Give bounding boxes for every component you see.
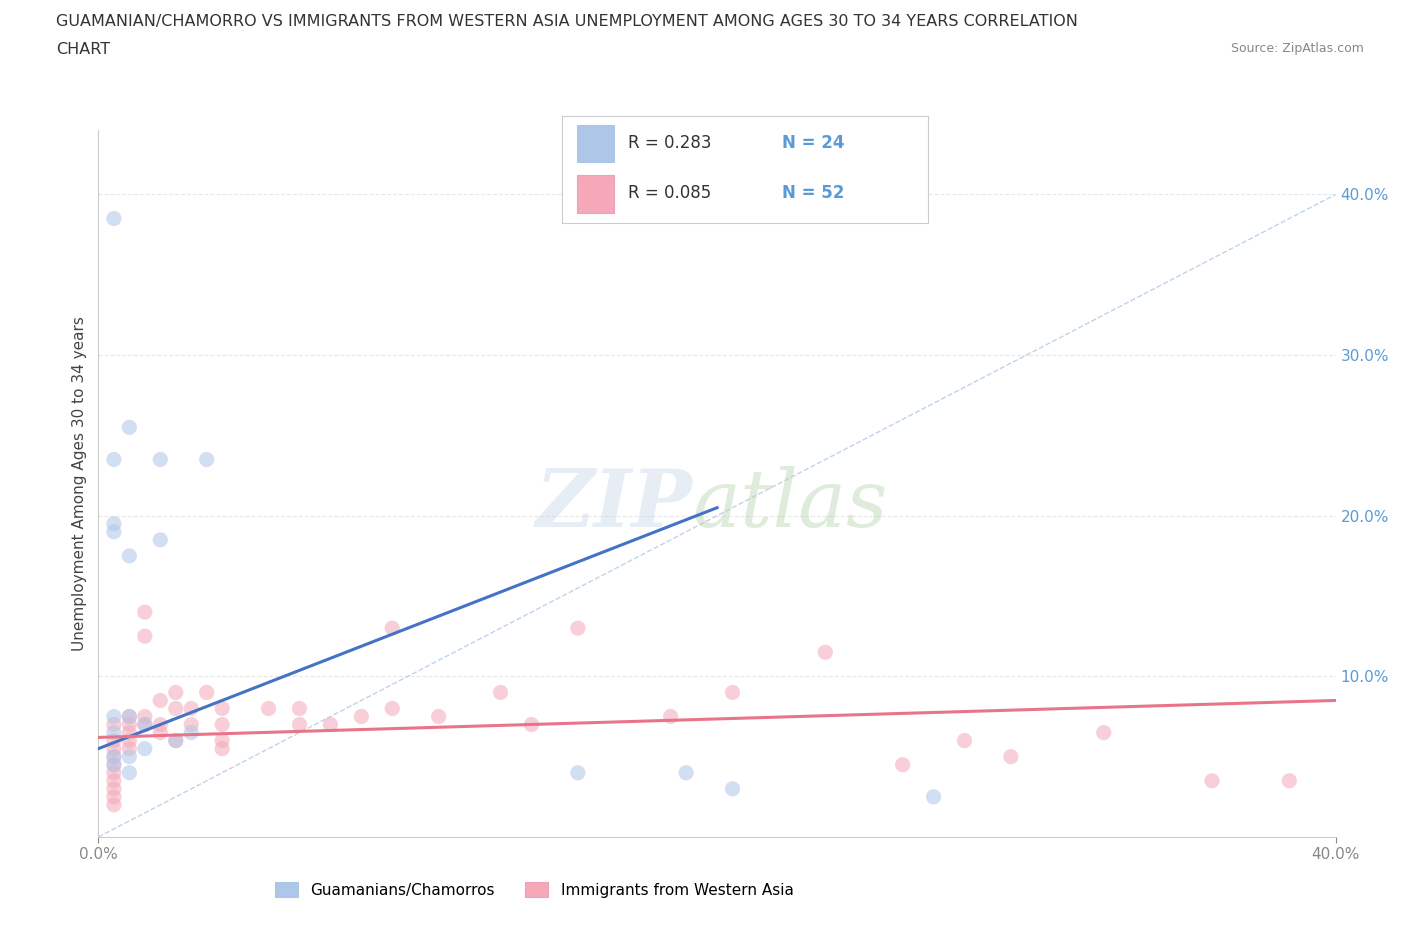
Point <box>350 709 373 724</box>
Point <box>489 685 512 700</box>
Point <box>814 644 837 659</box>
Point <box>134 709 156 724</box>
Point <box>118 750 141 764</box>
Point <box>134 741 156 756</box>
Point <box>149 452 172 467</box>
Point <box>134 604 156 619</box>
Point <box>195 685 218 700</box>
Point <box>1092 725 1115 740</box>
Point <box>180 717 202 732</box>
Point <box>180 701 202 716</box>
Point <box>103 797 125 812</box>
Point <box>922 790 945 804</box>
Text: R = 0.085: R = 0.085 <box>628 184 711 202</box>
Point <box>103 750 125 764</box>
Point <box>103 765 125 780</box>
Point <box>319 717 342 732</box>
Text: GUAMANIAN/CHAMORRO VS IMMIGRANTS FROM WESTERN ASIA UNEMPLOYMENT AMONG AGES 30 TO: GUAMANIAN/CHAMORRO VS IMMIGRANTS FROM WE… <box>56 14 1078 29</box>
Point <box>567 620 589 635</box>
Point <box>118 549 141 564</box>
Point <box>211 733 233 748</box>
Point <box>165 685 187 700</box>
Point <box>165 733 187 748</box>
Point <box>721 781 744 796</box>
Point <box>103 211 125 226</box>
Point <box>211 701 233 716</box>
Y-axis label: Unemployment Among Ages 30 to 34 years: Unemployment Among Ages 30 to 34 years <box>72 316 87 651</box>
Point <box>118 765 141 780</box>
Point <box>103 452 125 467</box>
Point <box>118 725 141 740</box>
Point <box>381 701 404 716</box>
Point <box>103 741 125 756</box>
Point <box>211 741 233 756</box>
Point <box>103 516 125 531</box>
Point <box>134 629 156 644</box>
Point <box>118 741 141 756</box>
Point <box>567 765 589 780</box>
Text: CHART: CHART <box>56 42 110 57</box>
FancyBboxPatch shape <box>576 175 613 213</box>
Point <box>118 717 141 732</box>
Point <box>118 709 141 724</box>
Point <box>891 757 914 772</box>
Point <box>103 733 125 748</box>
Text: R = 0.283: R = 0.283 <box>628 134 711 152</box>
Point <box>165 701 187 716</box>
Text: N = 24: N = 24 <box>782 134 844 152</box>
Point <box>675 765 697 780</box>
Point <box>103 781 125 796</box>
FancyBboxPatch shape <box>576 125 613 162</box>
Point <box>118 420 141 435</box>
Point <box>103 525 125 539</box>
Point <box>103 750 125 764</box>
Point <box>165 733 187 748</box>
Point <box>953 733 976 748</box>
Point <box>520 717 543 732</box>
Text: Source: ZipAtlas.com: Source: ZipAtlas.com <box>1230 42 1364 55</box>
Point <box>288 701 311 716</box>
Point <box>1000 750 1022 764</box>
Point <box>103 725 125 740</box>
Point <box>134 717 156 732</box>
Text: N = 52: N = 52 <box>782 184 844 202</box>
Point <box>149 532 172 547</box>
Point <box>427 709 450 724</box>
Legend: Guamanians/Chamorros, Immigrants from Western Asia: Guamanians/Chamorros, Immigrants from We… <box>269 875 800 904</box>
Point <box>149 693 172 708</box>
Point <box>118 709 141 724</box>
Point <box>103 774 125 789</box>
Point <box>180 725 202 740</box>
Point <box>103 790 125 804</box>
Point <box>1201 774 1223 789</box>
Point <box>149 725 172 740</box>
Point <box>103 757 125 772</box>
Point <box>659 709 682 724</box>
Point <box>288 717 311 732</box>
Point <box>195 452 218 467</box>
Point <box>103 709 125 724</box>
Point <box>211 717 233 732</box>
Text: atlas: atlas <box>692 466 887 543</box>
Point <box>721 685 744 700</box>
Point <box>149 717 172 732</box>
Point <box>118 733 141 748</box>
Point <box>103 717 125 732</box>
Point <box>381 620 404 635</box>
Point <box>103 757 125 772</box>
Point <box>257 701 280 716</box>
Point <box>1278 774 1301 789</box>
Text: ZIP: ZIP <box>536 466 692 543</box>
Point <box>134 717 156 732</box>
